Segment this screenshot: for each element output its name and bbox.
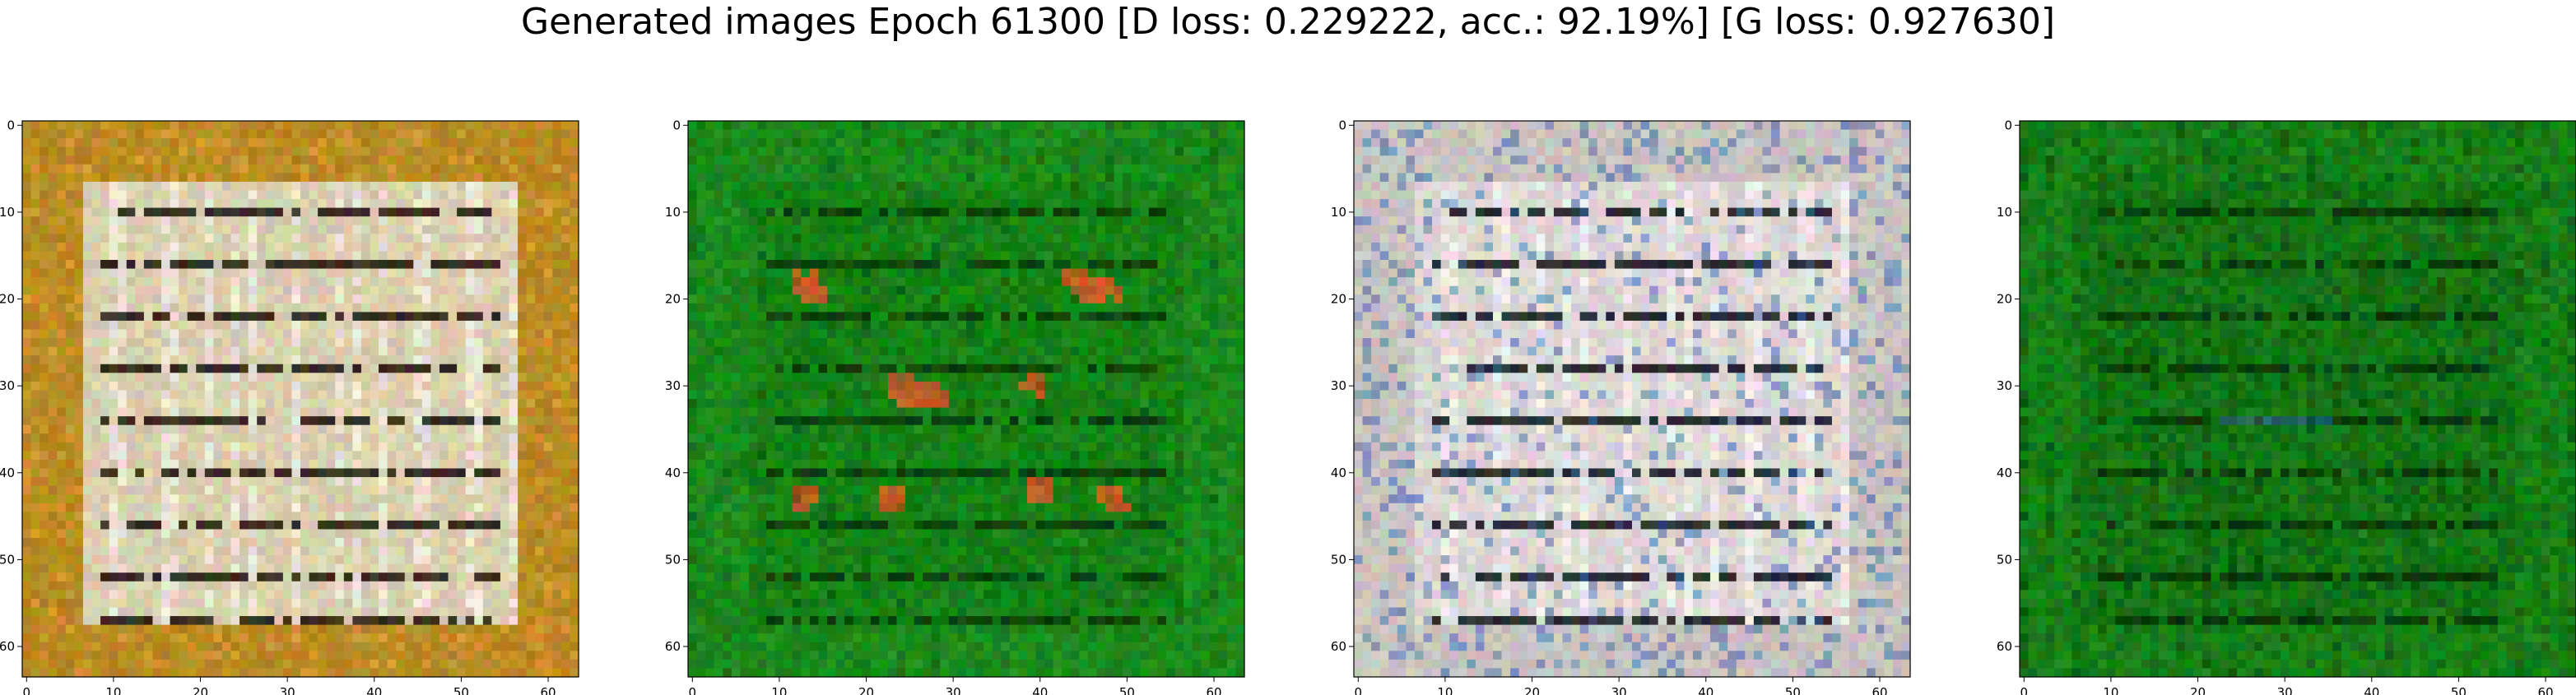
x-tick-label: 10 (105, 685, 121, 695)
y-tick-label: 60 (1331, 639, 1346, 654)
x-tick-label: 0 (689, 685, 697, 695)
generated-image-4 (2020, 121, 2576, 678)
x-tick-label: 50 (1785, 685, 1801, 695)
y-tick-label: 40 (665, 466, 681, 480)
x-tick-label: 0 (1355, 685, 1363, 695)
x-tick-label: 20 (858, 685, 874, 695)
y-tick-label: 10 (665, 205, 681, 220)
x-tick-label: 30 (946, 685, 961, 695)
x-tick-label: 30 (280, 685, 295, 695)
y-tick-label: 0 (1338, 118, 1346, 132)
y-tick-label: 60 (1997, 639, 2012, 654)
axes-frame (1353, 120, 1911, 678)
x-tick-label: 20 (2190, 685, 2206, 695)
y-tick-label: 10 (1997, 205, 2012, 220)
x-tick-label: 40 (1698, 685, 1713, 695)
y-tick-label: 40 (1997, 466, 2012, 480)
y-tick-label: 0 (7, 118, 15, 132)
y-tick-label: 60 (0, 639, 15, 654)
y-tick-label: 20 (665, 292, 681, 307)
generated-image-3 (1354, 121, 1911, 678)
x-tick-label: 60 (2537, 685, 2553, 695)
y-tick-label: 30 (1331, 378, 1346, 393)
x-tick-label: 40 (366, 685, 382, 695)
x-tick-label: 40 (2364, 685, 2379, 695)
figure-title: Generated images Epoch 61300 [D loss: 0.… (520, 1, 2056, 43)
x-tick-label: 20 (1524, 685, 1540, 695)
generated-image-1 (22, 121, 579, 678)
y-tick-label: 20 (0, 292, 15, 307)
x-tick-label: 60 (540, 685, 556, 695)
x-tick-label: 20 (193, 685, 208, 695)
axes-frame (21, 120, 579, 678)
x-tick-label: 40 (1032, 685, 1048, 695)
axes-frame (2019, 120, 2576, 678)
y-tick-label: 40 (0, 466, 15, 480)
y-tick-label: 30 (665, 378, 681, 393)
x-tick-label: 50 (2451, 685, 2467, 695)
x-tick-label: 0 (23, 685, 31, 695)
y-tick-label: 30 (1997, 378, 2012, 393)
y-tick-label: 40 (1331, 466, 1346, 480)
x-tick-label: 10 (771, 685, 787, 695)
x-tick-label: 10 (1437, 685, 1453, 695)
y-tick-label: 10 (1331, 205, 1346, 220)
y-tick-label: 50 (0, 552, 15, 567)
y-tick-label: 30 (0, 378, 15, 393)
x-tick-label: 0 (2020, 685, 2029, 695)
generated-image-2 (688, 121, 1245, 678)
axes-frame (687, 120, 1245, 678)
y-tick-label: 50 (665, 552, 681, 567)
y-tick-label: 20 (1997, 292, 2012, 307)
x-tick-label: 50 (1119, 685, 1135, 695)
x-tick-label: 30 (2277, 685, 2293, 695)
y-tick-label: 20 (1331, 292, 1346, 307)
x-tick-label: 60 (1872, 685, 1887, 695)
y-tick-label: 0 (2004, 118, 2012, 132)
x-tick-label: 50 (453, 685, 469, 695)
y-tick-label: 10 (0, 205, 15, 220)
x-tick-label: 60 (1206, 685, 1221, 695)
x-tick-label: 30 (1611, 685, 1627, 695)
y-tick-label: 0 (672, 118, 681, 132)
y-tick-label: 60 (665, 639, 681, 654)
y-tick-label: 50 (1331, 552, 1346, 567)
x-tick-label: 10 (2103, 685, 2118, 695)
y-tick-label: 50 (1997, 552, 2012, 567)
